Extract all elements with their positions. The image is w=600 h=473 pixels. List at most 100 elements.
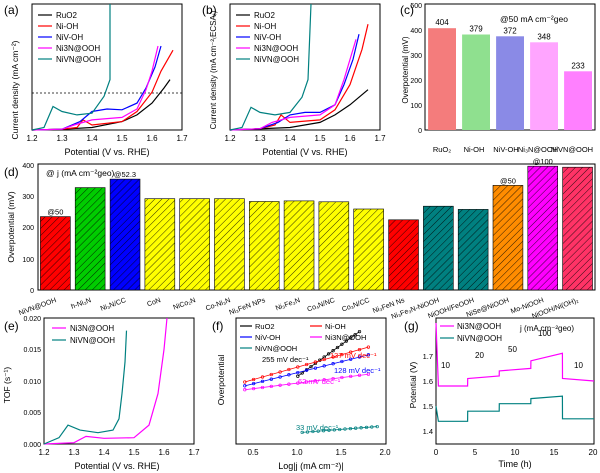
point-ruo2 — [335, 345, 340, 350]
panel-d-ytick: 200 — [22, 225, 34, 232]
bar-d-annotation: @52.3 — [114, 170, 136, 179]
panel-e-xtick: 1.4 — [98, 448, 110, 457]
slope-label-nivn-ooh: 33 mV dec⁻¹ — [296, 423, 339, 432]
panel-d-categories: NiVN@OOH h-Ni₃N Ni₃N/CC CoN NiCo₂N Co-Ni₃NNi₃… — [18, 297, 580, 321]
series-nivn-ooh — [229, 3, 312, 131]
panel-d-annotation: @ j (mA cm⁻²geo) — [46, 168, 115, 178]
panel-g-yticks: 1.4 1.5 1.6 1.7 — [423, 352, 433, 436]
panel-e-ylabel: TOF (s⁻¹) — [2, 367, 12, 404]
panel-g-legend: Ni3N@OOH NiVN@OOH — [440, 322, 502, 343]
bar-c-value-label: 372 — [503, 26, 517, 35]
legend-ruo2: RuO2 — [255, 322, 275, 331]
bar-c-value-label: 348 — [537, 32, 551, 41]
bar-c — [530, 42, 558, 130]
panel-b-xtick: 1.7 — [374, 134, 386, 143]
panel-e-xtick: 1.2 — [38, 448, 50, 457]
bar-d — [74, 187, 106, 291]
panel-c-bars: 404 379 372 348 233 — [428, 18, 592, 131]
step-label: 20 — [475, 351, 484, 360]
legend-ruo2: RuO2 — [254, 11, 275, 20]
bar-d-category: h-Ni₃N — [70, 297, 92, 311]
panel-c-ytick: 500 — [410, 3, 422, 10]
panel-f-slope-labels: 255 mV dec⁻¹ 137 mV dec⁻¹ 128 mV dec⁻¹ 6… — [262, 351, 381, 432]
slope-label-ni-oh: 137 mV dec⁻¹ — [330, 351, 377, 360]
panel-c-annotation: @50 mA cm⁻²geo — [500, 14, 568, 24]
legend-ni3n-ooh: Ni3N@OOH — [457, 322, 501, 331]
legend-ni3n-ooh: Ni3N@OOH — [254, 44, 298, 53]
panel-g-step-labels: 10 20 50 100 10 — [441, 329, 583, 370]
series-nivn-ooh — [435, 395, 594, 422]
point-ruo2 — [326, 352, 331, 356]
panel-c-ytick: 300 — [410, 53, 422, 60]
panel-e: (e) TOF (s⁻¹) Potential (V vs. RHE) 0.00… — [2, 316, 200, 471]
panel-e-series — [43, 317, 168, 445]
panel-f-ylabel: Overpotential — [216, 355, 226, 406]
panel-f-xtick: 0.5 — [247, 448, 259, 457]
step-label: 50 — [508, 345, 517, 354]
panel-g-series — [435, 322, 595, 422]
panel-f-xtick: 2.0 — [379, 448, 391, 457]
fit-line-niv-oh — [244, 354, 369, 387]
panel-b-xtick: 1.2 — [224, 134, 236, 143]
panel-b-frame — [229, 3, 381, 131]
bar-d-category: NiCo₂N — [172, 297, 196, 312]
point-ruo2 — [357, 329, 362, 334]
slope-label-ni3n-ooh: 62 mV dec⁻¹ — [298, 377, 341, 386]
panel-g-ytick: 1.7 — [423, 352, 433, 361]
point-ruo2 — [344, 339, 348, 343]
series-ni-oh — [229, 24, 369, 131]
panel-g-xlabel: Time (h) — [498, 459, 531, 469]
point-ruo2 — [309, 364, 313, 369]
bar-d — [388, 219, 419, 291]
panel-e-frame — [43, 317, 195, 445]
bar-d — [249, 201, 280, 291]
panel-e-xtick: 1.3 — [68, 448, 80, 457]
fit-line-ni3n-ooh — [244, 373, 369, 391]
legend-ni-oh: Ni-OH — [254, 22, 276, 31]
panel-c-category: NiV-OH — [493, 145, 518, 154]
panel-b-xtick: 1.4 — [284, 134, 296, 143]
panel-g-ytick: 1.4 — [423, 427, 433, 436]
series-ni3n-ooh — [43, 317, 168, 445]
panel-e-xlabel: Potential (V vs. RHE) — [74, 461, 159, 471]
panel-e-xtick: 1.6 — [158, 448, 170, 457]
bar-d — [179, 198, 210, 291]
panel-e-legend: Ni3N@OOH NiVN@OOH — [52, 324, 115, 345]
panel-c-ytick: 0 — [418, 128, 422, 135]
panel-a-xtick: 1.6 — [146, 134, 158, 143]
series-ni3n-ooh — [435, 322, 595, 387]
panel-e-xtick: 1.7 — [188, 448, 200, 457]
series-ruo2 — [31, 79, 171, 131]
fit-line-nivn-ooh — [302, 426, 378, 433]
step-label: 10 — [441, 361, 450, 370]
panel-d-bars: @50 @52.3 @50 @100 — [40, 157, 593, 291]
legend-ni3n-ooh: Ni3N@OOH — [56, 44, 100, 53]
point-ruo2 — [296, 374, 300, 378]
bar-c-value-label: 404 — [435, 18, 449, 27]
bar-d-category: Ni₃N/CC — [100, 297, 127, 313]
bar-d — [457, 209, 489, 291]
panel-e-ytick: 0.015 — [23, 347, 41, 354]
bar-d — [214, 198, 245, 291]
panel-b-series — [229, 3, 369, 131]
panel-a-xtick: 1.7 — [176, 134, 188, 143]
panel-g-xtick: 0 — [434, 448, 439, 457]
bar-c-value-label: 379 — [469, 25, 483, 34]
panel-a-xtick: 1.2 — [26, 134, 38, 143]
panel-g-ytick: 1.5 — [423, 402, 433, 411]
panel-c-label: (c) — [400, 3, 414, 17]
series-ruo2 — [229, 89, 369, 131]
panel-f-xlabel: Log|j (mA cm⁻²)| — [278, 461, 343, 471]
panel-g-annotation: j (mA cm⁻²geo) — [519, 324, 574, 333]
legend-niv-oh: NiV-OH — [254, 33, 281, 42]
panel-g-xtick: 5 — [473, 448, 478, 457]
legend-nivn-ooh: NiVN@OOH — [70, 336, 115, 345]
bar-d — [144, 198, 176, 291]
panel-b-xlabel: Potential (V vs. RHE) — [262, 147, 347, 157]
panel-f-label: (f) — [212, 319, 223, 333]
panel-c-yticks: 0 100 200 300 400 500 — [410, 3, 422, 135]
legend-ni-oh: Ni-OH — [56, 22, 78, 31]
panel-b-xtick: 1.3 — [254, 134, 266, 143]
bar-d-category: Co₃N/CC — [341, 297, 371, 313]
